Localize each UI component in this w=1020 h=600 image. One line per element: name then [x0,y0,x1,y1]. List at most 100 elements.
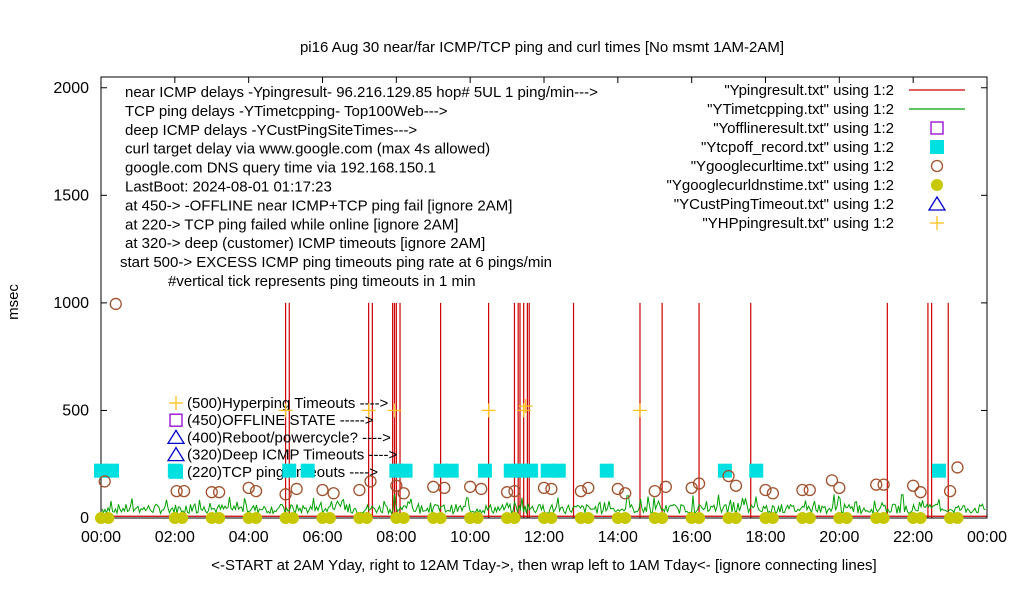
curl-point [290,482,303,496]
curl-point [803,483,816,497]
dns-point [176,512,189,524]
curl-point [438,481,451,495]
curl-point [729,479,743,492]
curl-point [582,481,595,495]
dns-point [766,512,779,524]
x-tick-label: 20:00 [819,529,859,546]
dns-point [582,512,595,524]
x-tick-label: 10:00 [450,529,490,546]
dns-point [360,512,373,524]
tcp-fail-point [94,463,108,478]
filled-circle-marker [931,179,943,191]
marker-key-label: (320)Deep ICMP Timeouts ----> [187,447,397,464]
curl-point [205,486,218,499]
info-line: at 320-> deep (customer) ICMP timeouts [… [125,235,485,252]
curl-point [508,484,521,498]
x-tick-label: 08:00 [376,529,416,546]
curl-point [177,484,191,498]
curl-point [170,484,183,498]
info-line: TCP ping delays -YTimetcpping- Top100Web… [125,103,448,120]
open-triangle-marker [927,195,947,211]
info-line: near ICMP delays -Ypingresult- 96.216.12… [125,84,598,101]
marker-key-label: (500)Hyperping Timeouts ----> [187,395,389,412]
curl-point [427,480,440,493]
curl-point [759,483,772,497]
legend-label: "Ygooglecurldnstime.txt" using 1:2 [667,177,894,194]
open-circle-marker [930,159,944,173]
dns-point [250,512,263,524]
x-tick-label: 02:00 [155,529,195,546]
tcp-fail-point [398,463,413,478]
x-tick-label: 22:00 [893,529,933,546]
curl-point [500,486,514,499]
curl-point [611,482,624,496]
info-line: LastBoot: 2024-08-01 01:17:23 [125,179,332,196]
dns-point [803,512,816,524]
curl-point [242,481,255,495]
curl-point [397,487,410,500]
dns-point [877,512,890,524]
dns-point [619,512,632,524]
info-line: deep ICMP delays -YCustPingSiteTimes---> [125,122,417,139]
curl-point [545,482,558,496]
y-tick-label: 1500 [53,187,89,204]
dns-point [323,512,336,524]
x-axis-label: <-START at 2AM Yday, right to 12AM Tday-… [211,557,876,574]
curl-point [833,481,846,495]
tcp-fail-point [282,463,297,478]
curl-point [685,481,698,495]
open-square-marker [930,121,944,135]
legend-label: "Yofflineresult.txt" using 1:2 [713,120,894,137]
dns-point [397,512,410,524]
curl-point [648,484,661,498]
y-tick-label: 2000 [53,80,89,97]
info-line: at 220-> TCP ping failed while online [i… [125,216,458,233]
marker-key-label: (450)OFFLINE STATE -----> [187,412,374,429]
marker-key-label: (400)Reboot/powercycle? ----> [187,429,391,446]
curl-point [914,486,927,499]
curl-point [316,483,329,497]
legend-label: "Ypingresult.txt" using 1:2 [724,82,894,99]
curl-point [877,478,890,491]
curl-point [212,486,226,499]
dns-point [951,512,964,524]
chart-title: pi16 Aug 30 near/far ICMP/TCP ping and c… [300,39,784,56]
x-tick-label: 16:00 [672,529,712,546]
dns-point [213,512,226,524]
tcp-fail-point [105,463,120,478]
curl-point [327,487,340,500]
y-tick-label: 500 [62,402,89,419]
tcp-fail-point [551,463,566,478]
open-triangle-marker [166,429,186,445]
curl-point [464,480,477,493]
curl-point [249,484,263,498]
x-tick-label: 14:00 [598,529,638,546]
info-line: google.com DNS query time via 192.168.15… [125,160,436,177]
info-line: start 500-> EXCESS ICMP ping timeouts pi… [120,254,552,271]
curl-point [907,479,920,492]
curl-point [870,478,883,491]
dns-point [914,512,927,524]
tcp-fail-point [932,463,947,478]
x-tick-label: 06:00 [302,529,342,546]
info-block: near ICMP delays -Ypingresult- 96.216.12… [120,84,598,290]
legend-label: "YHPpingresult.txt" using 1:2 [702,215,894,232]
legend-label: "YCustPingTimeout.txt" using 1:2 [674,196,894,213]
legend-label: "Ygooglecurltime.txt" using 1:2 [691,158,894,175]
curl-point [475,482,488,496]
point-layer [94,297,964,524]
legend: "Ypingresult.txt" using 1:2 "YTimetcpping… [667,82,965,232]
x-tick-label: 04:00 [229,529,269,546]
tcp-fail-point [599,463,614,478]
curl-point [943,484,957,498]
curl-point [364,475,377,488]
x-tick-label: 12:00 [524,529,564,546]
tcp-fail-point [300,463,315,478]
y-axis-label: msec [5,284,22,320]
dns-point [471,512,484,524]
tcp-fail-point [444,463,459,478]
curl-point [537,481,551,495]
tcp-fail-point [433,463,448,478]
curl-point [279,488,292,501]
